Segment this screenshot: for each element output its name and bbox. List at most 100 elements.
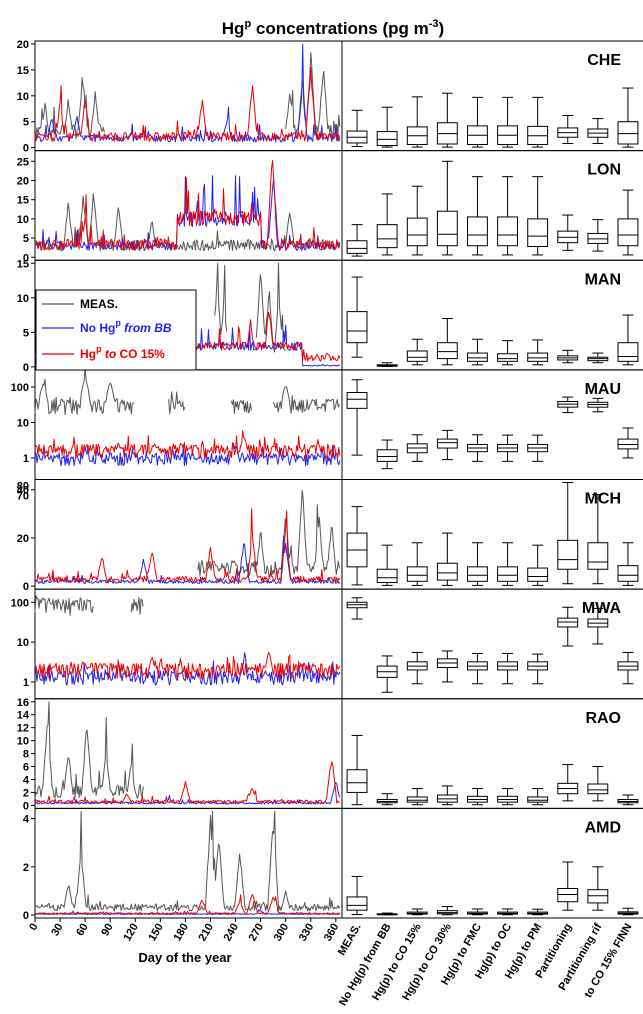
boxplot xyxy=(346,506,368,586)
x-tick-label: 210 xyxy=(197,922,217,944)
box-iqr xyxy=(406,350,428,362)
x-tick-label: 330 xyxy=(297,922,317,944)
y-tick-label: 20 xyxy=(17,175,29,187)
boxplot xyxy=(467,434,488,462)
boxplot xyxy=(467,176,488,256)
boxplot xyxy=(497,652,518,685)
boxplot xyxy=(406,185,428,256)
x-tick-label: 360 xyxy=(322,922,342,944)
y-tick-label: 20 xyxy=(17,533,29,545)
boxplot xyxy=(617,314,639,366)
boxplot xyxy=(527,544,549,586)
boxplot xyxy=(587,352,609,364)
series-meas xyxy=(255,262,286,353)
y-tick-label: 20 xyxy=(17,39,29,51)
boxplot xyxy=(436,318,458,366)
y-tick-label: 10 xyxy=(17,736,29,748)
site-label: LON xyxy=(587,162,621,179)
boxplot xyxy=(467,96,488,148)
boxplot xyxy=(527,788,549,806)
boxplot xyxy=(346,597,368,620)
y-tick-label: 14 xyxy=(17,710,30,722)
legend-no-bb-label: No Hgp from BB xyxy=(80,318,172,335)
box-iqr xyxy=(346,240,368,254)
boxplot xyxy=(617,87,639,148)
boxplot xyxy=(617,651,639,685)
series-co15 xyxy=(34,761,340,804)
box-iqr xyxy=(376,568,398,584)
x-axis-label: Day of the year xyxy=(138,950,231,965)
y-tick-label: 0 xyxy=(23,910,29,922)
series-meas xyxy=(34,193,340,252)
site-label: MAN xyxy=(585,271,621,288)
boxplot xyxy=(346,734,368,806)
y-tick-label: 8 xyxy=(23,749,29,761)
boxplot xyxy=(467,338,488,366)
y-break-label: 70 xyxy=(17,491,29,503)
x-tick-label: 0 xyxy=(27,922,40,933)
box-iqr xyxy=(436,342,458,360)
timeseries-frame xyxy=(34,588,343,700)
box-iqr xyxy=(497,216,518,247)
box-iqr xyxy=(497,566,518,582)
panel-lon: 0 5 10 15 20 25 LON xyxy=(17,150,643,264)
boxplot xyxy=(436,160,458,256)
series-meas xyxy=(197,489,340,578)
site-label: CHE xyxy=(587,52,621,69)
y-tick-label: 0 xyxy=(23,362,29,374)
box-iqr xyxy=(557,617,579,628)
series-meas xyxy=(285,52,341,140)
legend-co15-label: Hgp to CO 15% xyxy=(80,344,165,361)
boxplot xyxy=(376,655,398,693)
series-meas xyxy=(168,391,186,415)
box-iqr xyxy=(497,353,518,362)
timeseries-frame xyxy=(34,369,343,480)
boxplot xyxy=(346,224,368,257)
boxplot xyxy=(617,542,639,586)
box-iqr xyxy=(406,796,428,803)
y-tick-label: 15 xyxy=(17,258,29,270)
boxplot xyxy=(406,96,428,148)
y-tick-label: 2 xyxy=(23,787,29,799)
boxplot xyxy=(587,118,609,144)
box-iqr xyxy=(587,889,609,904)
boxplot xyxy=(346,276,368,358)
boxplot xyxy=(376,362,398,368)
boxplot xyxy=(497,434,518,462)
boxplot xyxy=(436,650,458,683)
y-tick-label: 1 xyxy=(23,453,29,465)
boxplot xyxy=(467,542,488,586)
boxplot xyxy=(346,109,368,148)
boxplot xyxy=(436,429,458,461)
panel-amd: 0 2 4 AMD xyxy=(23,807,643,922)
box-iqr xyxy=(467,352,488,362)
boxplot xyxy=(436,532,458,586)
boxplot xyxy=(557,861,579,911)
x-tick-label: 90 xyxy=(99,922,116,939)
series-meas xyxy=(34,810,341,912)
boxplot xyxy=(376,193,398,256)
series-co15 xyxy=(34,508,341,583)
series-no-bb xyxy=(34,782,341,805)
y-tick-label: 5 xyxy=(23,233,29,245)
y-tick-label: 0 xyxy=(23,252,29,264)
boxplot xyxy=(406,788,428,806)
series-meas xyxy=(34,595,94,616)
boxplot xyxy=(376,544,398,586)
box-iqr xyxy=(436,562,458,581)
y-tick-label: 10 xyxy=(17,637,29,649)
boxplot xyxy=(527,653,549,685)
boxplot xyxy=(527,434,549,462)
box-iqr xyxy=(617,121,639,145)
boxplot xyxy=(436,785,458,806)
y-tick-label: 40 xyxy=(17,485,29,497)
boxplot xyxy=(406,338,428,366)
series-meas xyxy=(272,386,340,414)
box-iqr xyxy=(557,539,579,570)
boxplot xyxy=(497,176,518,256)
boxplot xyxy=(527,96,549,148)
x-tick-label: 270 xyxy=(247,922,267,944)
